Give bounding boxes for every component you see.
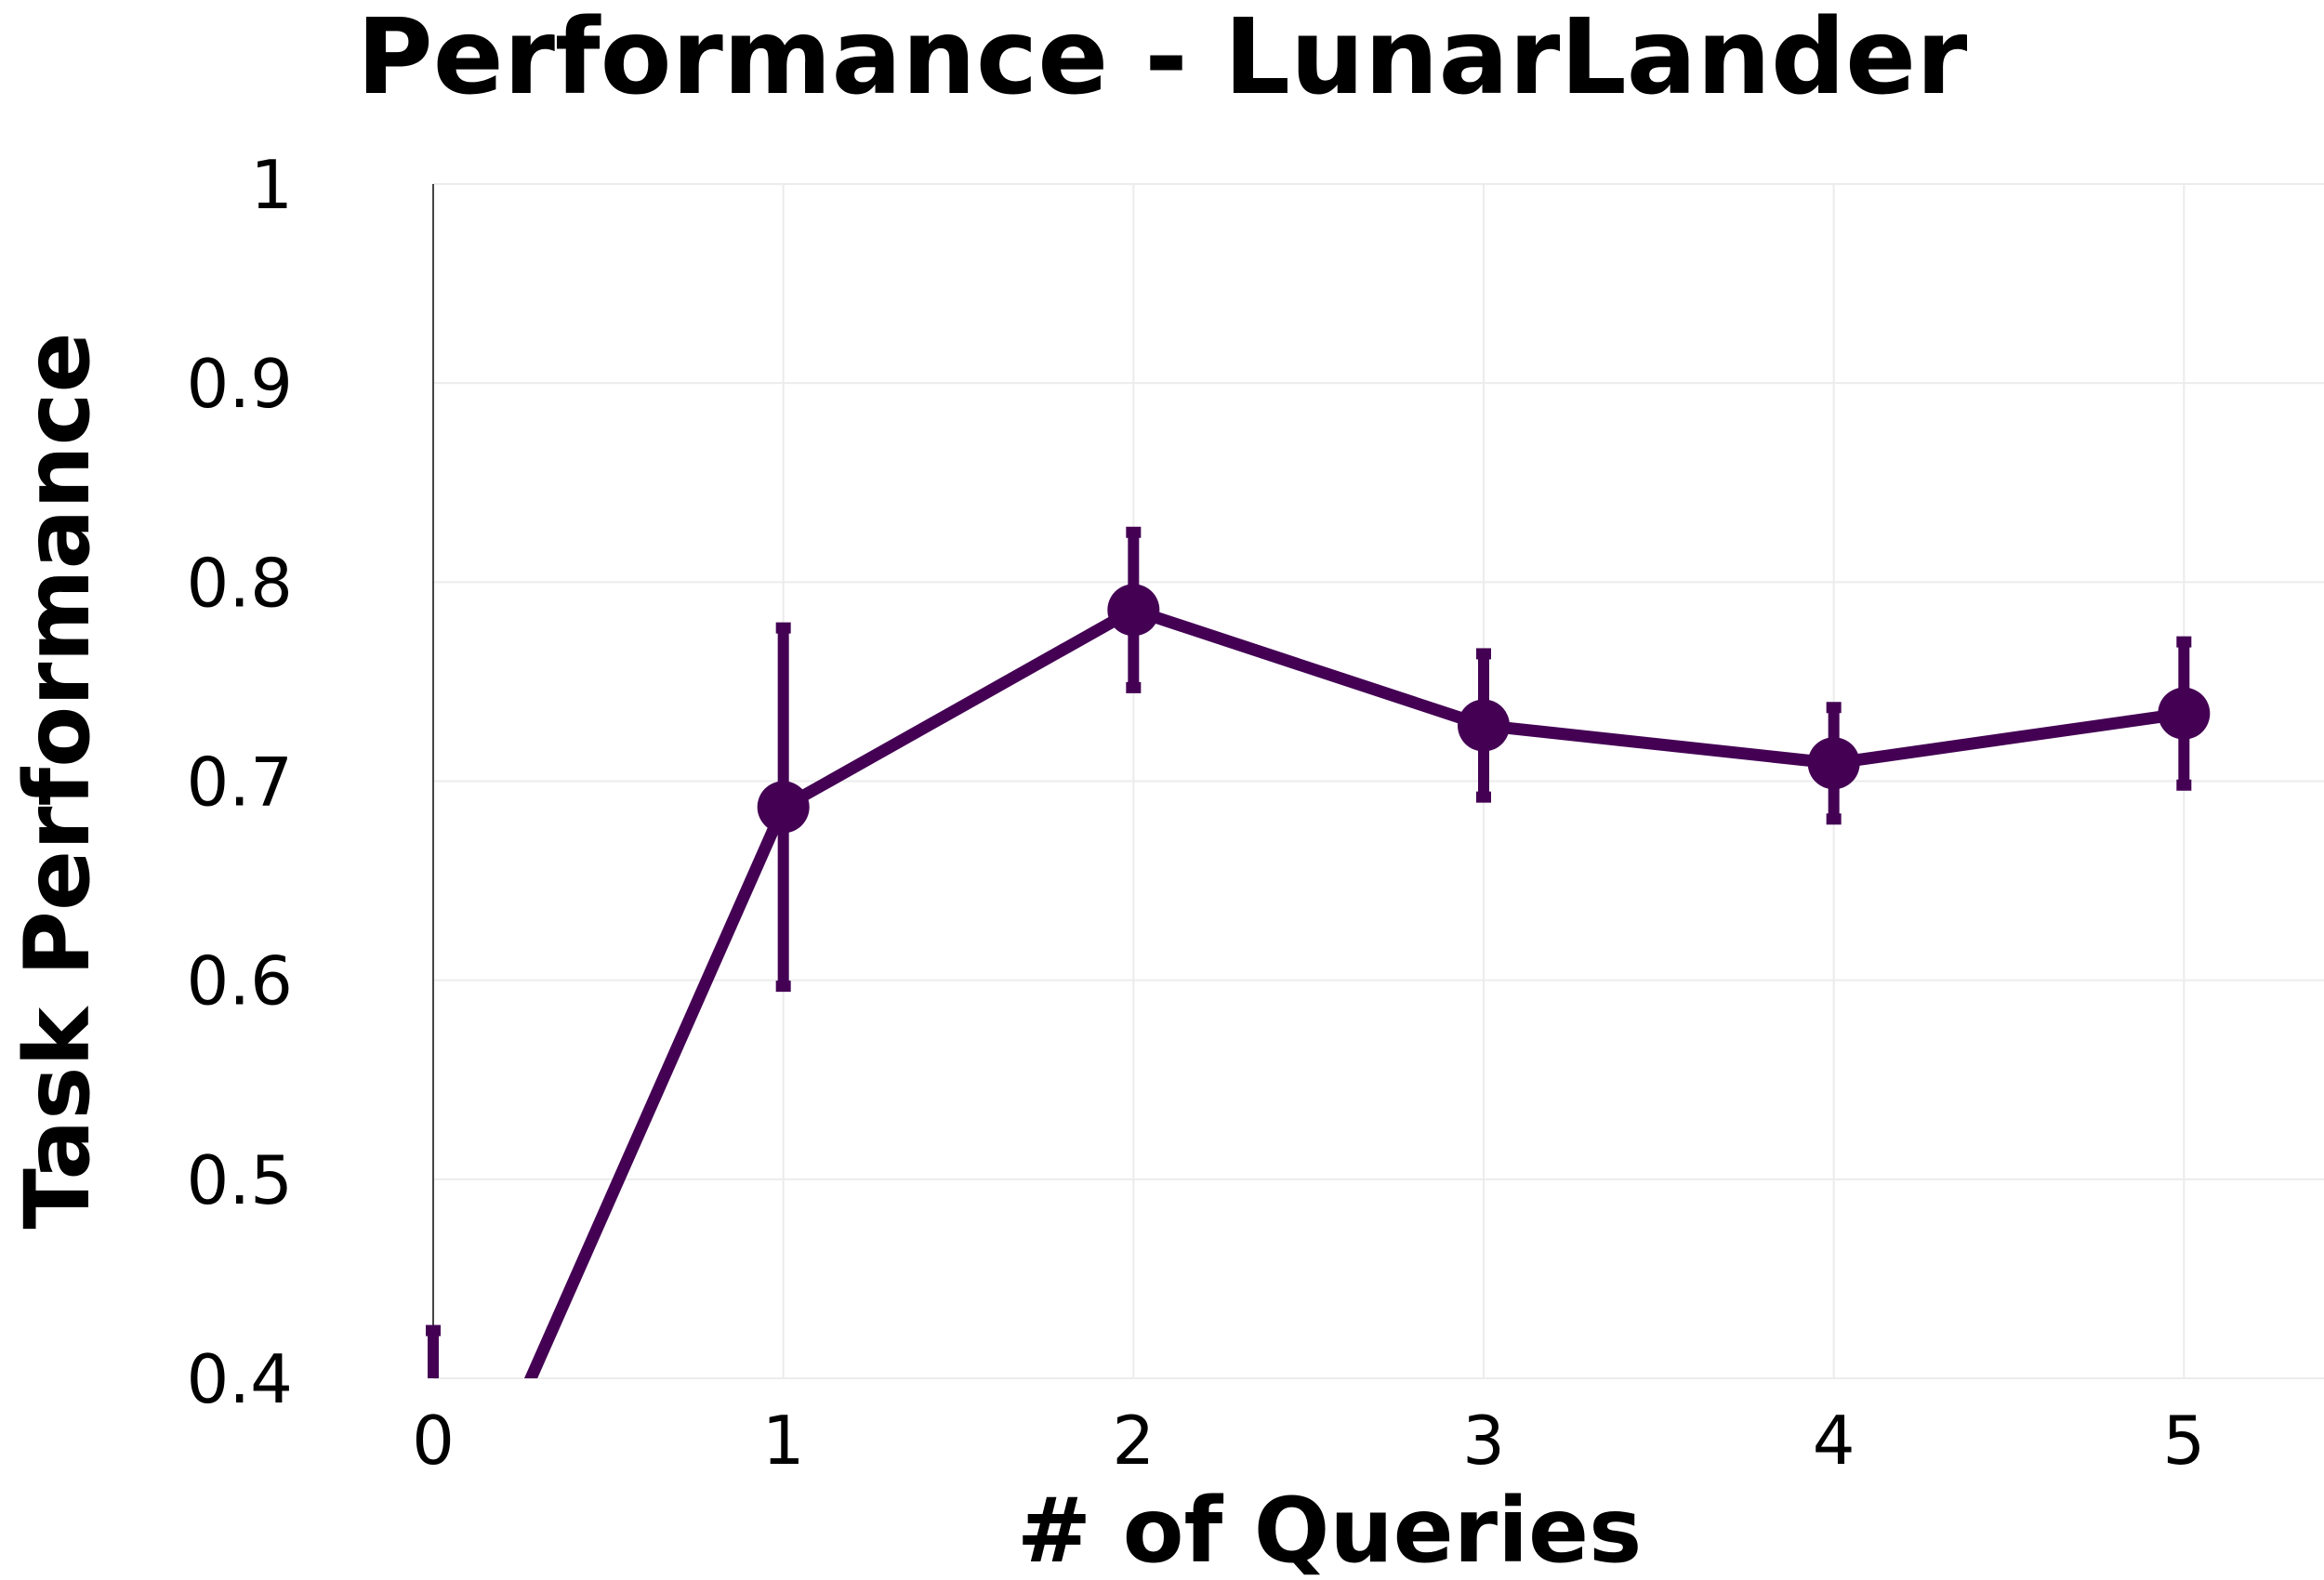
x-axis-label: # of Queries — [1017, 1479, 1643, 1580]
point — [1107, 584, 1160, 637]
x-tick-label: 1 — [762, 1402, 805, 1480]
y-tick-label: 0.6 — [186, 942, 293, 1020]
x-tick-label: 5 — [2162, 1402, 2205, 1480]
line — [523, 603, 2185, 1378]
y-tick-label: 0.4 — [186, 1340, 293, 1418]
y-tick-label: 1 — [250, 146, 293, 224]
point — [407, 1573, 459, 1580]
point — [1458, 699, 1510, 752]
grid — [432, 183, 2324, 1379]
point — [2158, 687, 2211, 740]
x-tick-label: 4 — [1813, 1402, 1855, 1480]
x-tick-label: 2 — [1112, 1402, 1155, 1480]
y-axis-label: Task Performance — [6, 332, 110, 1229]
point — [1807, 737, 1860, 790]
x-tick-label: 0 — [412, 1402, 455, 1480]
y-tick-label: 0.8 — [186, 544, 293, 622]
point — [757, 781, 810, 834]
y-tick-label: 0.9 — [186, 345, 293, 423]
y-tick-label: 0.5 — [186, 1141, 293, 1219]
y-tick-label: 0.7 — [186, 744, 293, 822]
chart-title: Performance - LunarLander — [357, 0, 1968, 118]
plot-area — [407, 526, 2211, 1580]
x-tick-label: 3 — [1462, 1402, 1505, 1480]
